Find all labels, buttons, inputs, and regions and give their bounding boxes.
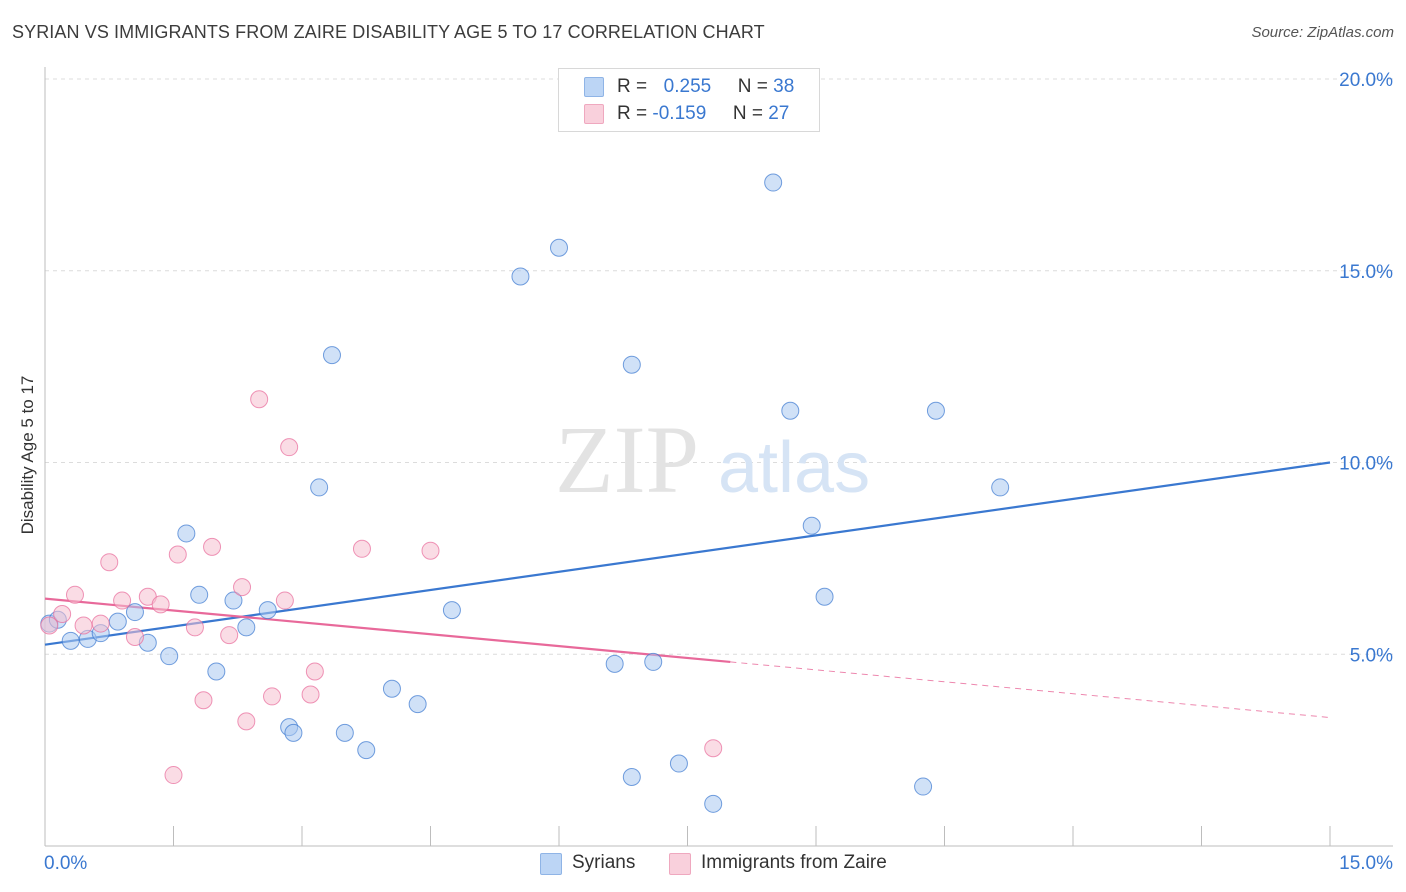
point-zaire bbox=[40, 616, 59, 635]
watermark-atlas: atlas bbox=[718, 428, 870, 508]
legend-label-zaire: Immigrants from Zaire bbox=[701, 852, 887, 873]
point-syrians bbox=[605, 654, 624, 673]
y-tick-label: 10.0% bbox=[1339, 454, 1393, 475]
point-syrians bbox=[382, 679, 401, 698]
point-syrians bbox=[926, 401, 945, 420]
source-credit: Source: ZipAtlas.com bbox=[1251, 24, 1394, 41]
y-tick-label: 15.0% bbox=[1339, 262, 1393, 283]
point-syrians bbox=[511, 267, 530, 286]
point-syrians bbox=[61, 631, 80, 650]
data-points bbox=[40, 173, 1010, 813]
point-zaire bbox=[100, 553, 119, 572]
point-syrians bbox=[177, 524, 196, 543]
point-syrians bbox=[408, 695, 427, 714]
point-syrians bbox=[550, 238, 568, 257]
tick-labels: 5.0% 10.0% 15.0% 20.0% 0.0% 15.0% bbox=[44, 70, 1393, 874]
point-syrians bbox=[781, 401, 800, 420]
legend-n-value: 38 bbox=[773, 76, 795, 97]
legend-r-value: 0.255 bbox=[663, 76, 712, 97]
point-syrians bbox=[802, 516, 821, 535]
point-syrians bbox=[207, 662, 226, 681]
legend-r-value: -0.159 bbox=[652, 103, 707, 124]
point-zaire bbox=[275, 591, 294, 610]
point-syrians bbox=[704, 794, 723, 813]
point-syrians bbox=[357, 741, 376, 760]
point-syrians bbox=[284, 723, 303, 742]
axes bbox=[44, 67, 1393, 847]
point-zaire bbox=[237, 712, 256, 731]
watermark: ZIP atlas bbox=[555, 406, 870, 513]
point-zaire bbox=[151, 595, 170, 614]
point-zaire bbox=[65, 585, 84, 604]
x-tick-label: 15.0% bbox=[1339, 853, 1393, 874]
legend-swatch-syrians bbox=[540, 853, 562, 875]
point-syrians bbox=[669, 754, 688, 773]
trend-line-syrians bbox=[44, 461, 1331, 646]
legend-n-value: 27 bbox=[768, 103, 790, 124]
point-zaire bbox=[301, 685, 320, 704]
point-syrians bbox=[160, 647, 179, 666]
trend-line-extension-zaire bbox=[730, 661, 1331, 719]
point-syrians bbox=[644, 652, 663, 671]
point-zaire bbox=[203, 537, 222, 556]
point-zaire bbox=[185, 618, 204, 637]
point-syrians bbox=[622, 355, 641, 374]
point-syrians bbox=[335, 723, 354, 742]
legend-r-label: R = bbox=[617, 103, 648, 124]
point-zaire bbox=[305, 662, 324, 681]
legend-swatch-syrians bbox=[584, 77, 604, 97]
point-syrians bbox=[224, 591, 243, 610]
point-zaire bbox=[74, 616, 93, 635]
point-zaire bbox=[233, 578, 252, 597]
legend-label-syrians: Syrians bbox=[572, 852, 636, 873]
legend-swatch-zaire bbox=[584, 104, 604, 124]
watermark-zip: ZIP bbox=[555, 406, 699, 513]
point-zaire bbox=[164, 766, 183, 785]
point-zaire bbox=[113, 591, 132, 610]
point-syrians bbox=[190, 585, 209, 604]
point-syrians bbox=[914, 777, 933, 796]
gridlines bbox=[45, 78, 1393, 655]
point-zaire bbox=[194, 691, 213, 710]
point-syrians bbox=[322, 346, 341, 365]
point-syrians bbox=[310, 478, 329, 497]
y-tick-label: 5.0% bbox=[1350, 645, 1393, 666]
point-syrians bbox=[258, 601, 277, 620]
point-syrians bbox=[125, 603, 144, 622]
point-syrians bbox=[991, 478, 1010, 497]
point-zaire bbox=[168, 545, 187, 564]
correlation-legend: R = 0.255 N = 38 R = -0.159 N = 27 bbox=[558, 68, 820, 132]
x-tick-label: 0.0% bbox=[44, 853, 87, 874]
point-zaire bbox=[421, 541, 440, 560]
point-syrians bbox=[622, 767, 641, 786]
point-zaire bbox=[704, 739, 723, 758]
point-syrians bbox=[764, 173, 783, 192]
point-zaire bbox=[125, 627, 144, 646]
point-zaire bbox=[53, 604, 72, 623]
point-syrians bbox=[442, 601, 461, 620]
point-syrians bbox=[815, 587, 834, 606]
point-zaire bbox=[220, 626, 239, 645]
point-syrians bbox=[237, 618, 256, 637]
y-tick-label: 20.0% bbox=[1339, 70, 1393, 91]
legend-n-label: N = bbox=[737, 76, 768, 97]
point-zaire bbox=[250, 390, 269, 409]
legend-r-label: R = bbox=[617, 76, 648, 97]
point-zaire bbox=[352, 539, 371, 558]
point-zaire bbox=[280, 438, 299, 457]
chart-title: SYRIAN VS IMMIGRANTS FROM ZAIRE DISABILI… bbox=[12, 22, 765, 42]
point-zaire bbox=[91, 614, 110, 633]
legend-n-label: N = bbox=[732, 103, 763, 124]
legend-swatch-zaire bbox=[669, 853, 691, 875]
point-zaire bbox=[263, 687, 282, 706]
point-syrians bbox=[108, 612, 127, 631]
